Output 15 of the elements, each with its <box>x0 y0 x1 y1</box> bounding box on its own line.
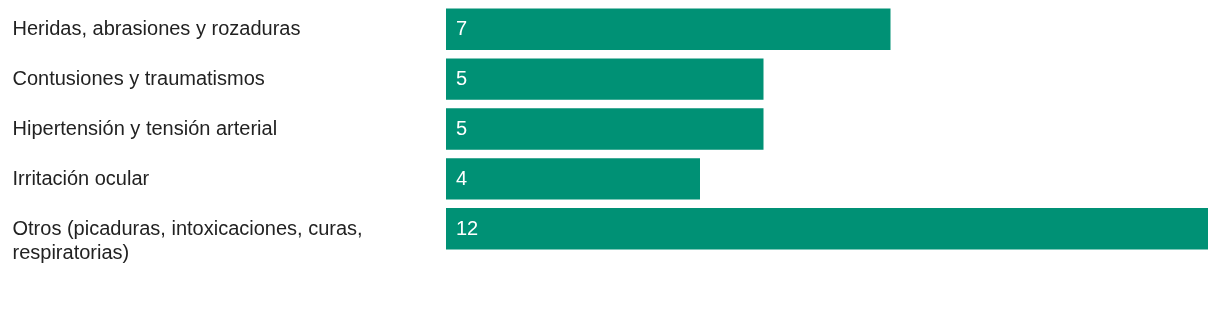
data-label: 5 <box>456 67 468 90</box>
data-label: 12 <box>456 216 479 239</box>
data-label: 4 <box>456 166 468 189</box>
bar <box>446 208 1208 250</box>
y-tick-label: Hipertensión y tensión arterial <box>12 117 278 139</box>
bar <box>446 158 700 200</box>
y-tick-label: Irritación ocular <box>12 166 150 189</box>
data-label: 5 <box>456 117 468 139</box>
y-tick-label: Otros (picaduras, intoxicaciones, curas, respiratorias) <box>12 216 363 263</box>
bar <box>446 108 764 150</box>
bar <box>446 8 891 50</box>
y-tick-label: Contusiones y traumatismos <box>12 67 265 90</box>
bar <box>446 58 764 100</box>
y-tick-label: Heridas, abrasiones y rozaduras <box>12 17 301 40</box>
data-label: 7 <box>456 17 468 40</box>
